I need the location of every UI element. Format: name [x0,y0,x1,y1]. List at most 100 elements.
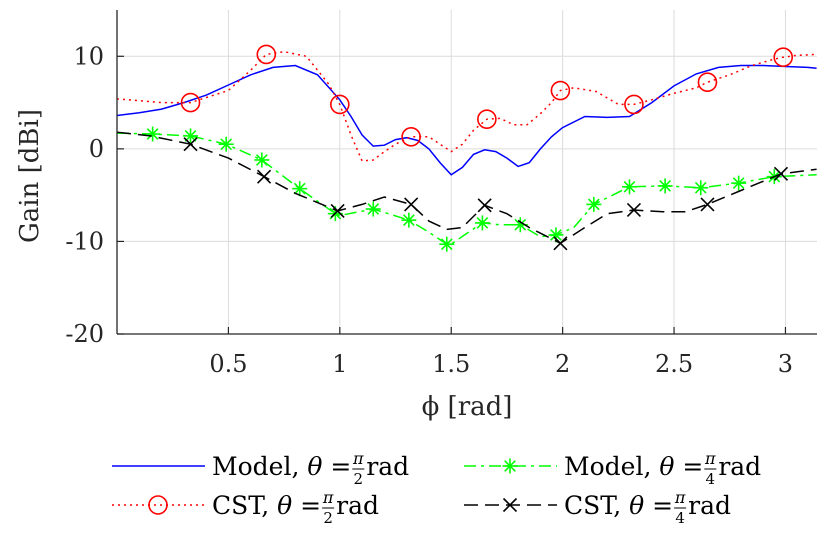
data-point-cst-theta-pi-4 [256,169,272,184]
legend-fraction-numerator: π [704,449,716,468]
legend-label-unit: rad [336,491,379,520]
data-point-model-theta-pi-4-stroke [184,130,197,142]
legend-label-prefix: CST, [564,491,629,520]
data-point-model-theta-pi-4 [292,181,308,197]
data-point-model-theta-pi-4-stroke [220,138,233,151]
legend-fraction-numerator: π [322,488,334,507]
legend-label-cst-theta-pi-4: CST, θ = [564,491,673,520]
legend-entry-model-theta-pi-4: Model, θ = π 4 rad [464,449,761,488]
legend-label-unit: rad [718,452,761,481]
series-line-cst-theta-pi-2 [116,50,817,162]
data-point-cst-theta-pi-4-stroke [773,166,789,181]
data-point-cst-theta-pi-4 [553,236,568,251]
data-point-cst-theta-pi-4-stroke [183,137,198,152]
data-point-model-theta-pi-4-stroke [476,217,489,229]
data-point-cst-theta-pi-4 [330,203,345,218]
data-point-cst-theta-pi-2 [180,92,201,113]
data-point-model-theta-pi-4-stroke [623,180,636,193]
data-point-cst-theta-pi-4-stroke [700,197,715,212]
data-point-model-theta-pi-4 [218,136,234,152]
data-point-model-theta-pi-4 [657,178,673,194]
data-point-model-theta-pi-4-stroke [587,198,600,211]
legend-fraction-numerator: π [352,449,364,468]
legend-label-theta: θ [629,491,644,520]
legend-label-model-theta-pi-4: Model, θ = [564,452,703,481]
data-point-cst-theta-pi-2 [624,94,644,115]
legend-fraction-denominator: 2 [323,509,333,527]
legend-label-unit: rad [688,491,731,520]
series-cst-theta-pi-4 [116,131,817,251]
series-line-model-theta-pi-2 [116,64,817,176]
legend-entry-model-theta-pi-2: Model, θ = π 2 rad [112,449,409,488]
y-tick-label: -20 [65,320,104,348]
legend-label-theta: θ [659,452,674,481]
legend-label-theta: θ [307,452,322,481]
data-point-cst-theta-pi-2 [477,109,497,130]
data-point-cst-theta-pi-4-stroke [256,169,272,184]
series-model-theta-pi-2 [116,64,817,176]
series-model-theta-pi-4 [116,126,817,252]
data-point-model-theta-pi-4 [474,215,490,231]
data-point-cst-theta-pi-2 [773,47,794,68]
data-point-cst-theta-pi-4 [404,197,419,212]
legend-entry-cst-theta-pi-2: CST, θ = π 2 rad [112,488,379,527]
legend-label-prefix: Model, [212,452,307,481]
data-point-model-theta-pi-4-stroke [659,180,671,192]
legend-label-equals: = [322,452,351,481]
x-tick-label: 3 [778,350,793,378]
tick-labels: 0.5 1 1.5 2 2.5 3 -20 -10 0 10 [65,42,793,378]
legend-label-equals: = [292,491,321,520]
data-point-model-theta-pi-4-stroke [146,128,159,140]
data-point-model-theta-pi-4 [731,175,747,191]
axes [116,10,817,335]
y-tick-label: 10 [73,42,104,70]
x-tick-label: 0.5 [209,350,247,378]
data-point-model-theta-pi-4 [548,227,564,243]
series-cst-theta-pi-2 [116,44,817,162]
data-point-model-theta-pi-4-stroke [440,238,453,251]
legend-fraction-denominator: 4 [675,509,685,527]
data-point-model-theta-pi-4 [439,236,455,252]
legend-label-equals: = [644,491,673,520]
data-point-cst-theta-pi-4-stroke [626,202,642,218]
legend-marker-model-theta-pi-4-stroke [504,460,516,472]
data-point-model-theta-pi-4 [145,126,161,142]
legend-label-theta: θ [277,491,292,520]
legend-entry-cst-theta-pi-4: CST, θ = π 4 rad [464,488,731,527]
x-tick-label: 2 [555,350,570,378]
data-point-model-theta-pi-4 [512,217,528,233]
series-layer [116,44,817,252]
data-point-model-theta-pi-4-stroke [367,203,380,215]
data-point-cst-theta-pi-2 [550,80,571,101]
legend-label-model-theta-pi-2: Model, θ = [212,452,351,481]
legend-label-equals: = [674,452,703,481]
legend-marker-cst-theta-pi-4-stroke [502,497,518,513]
data-point-model-theta-pi-4-stroke [293,182,306,195]
data-point-cst-theta-pi-2 [330,94,350,115]
series-line-model-theta-pi-4 [116,132,817,245]
legend-label-prefix: Model, [564,452,659,481]
data-point-cst-theta-pi-2 [697,72,718,93]
y-tick-label: 0 [89,135,104,163]
y-tick-label: -10 [65,227,104,255]
legend-label-unit: rad [366,452,409,481]
legend-fraction-denominator: 2 [354,470,364,488]
x-tick-label: 2.5 [655,350,693,378]
x-axis-label: ϕ [rad] [422,392,513,422]
data-point-model-theta-pi-4 [183,128,199,144]
data-point-model-theta-pi-4 [586,196,602,212]
data-point-model-theta-pi-4-stroke [255,154,268,166]
legend-label-prefix: CST, [212,491,277,520]
data-point-model-theta-pi-4-stroke [694,181,707,194]
x-tick-label: 1.5 [432,350,470,378]
data-point-model-theta-pi-4 [401,212,417,228]
data-point-model-theta-pi-4-stroke [514,218,527,231]
data-point-cst-theta-pi-4-stroke [477,198,492,213]
data-point-model-theta-pi-4-stroke [403,214,415,227]
data-point-cst-theta-pi-4 [626,202,642,218]
legend-fraction-denominator: 4 [706,470,716,488]
legend-fraction-numerator: π [674,488,686,507]
data-point-model-theta-pi-4-stroke [732,177,745,189]
